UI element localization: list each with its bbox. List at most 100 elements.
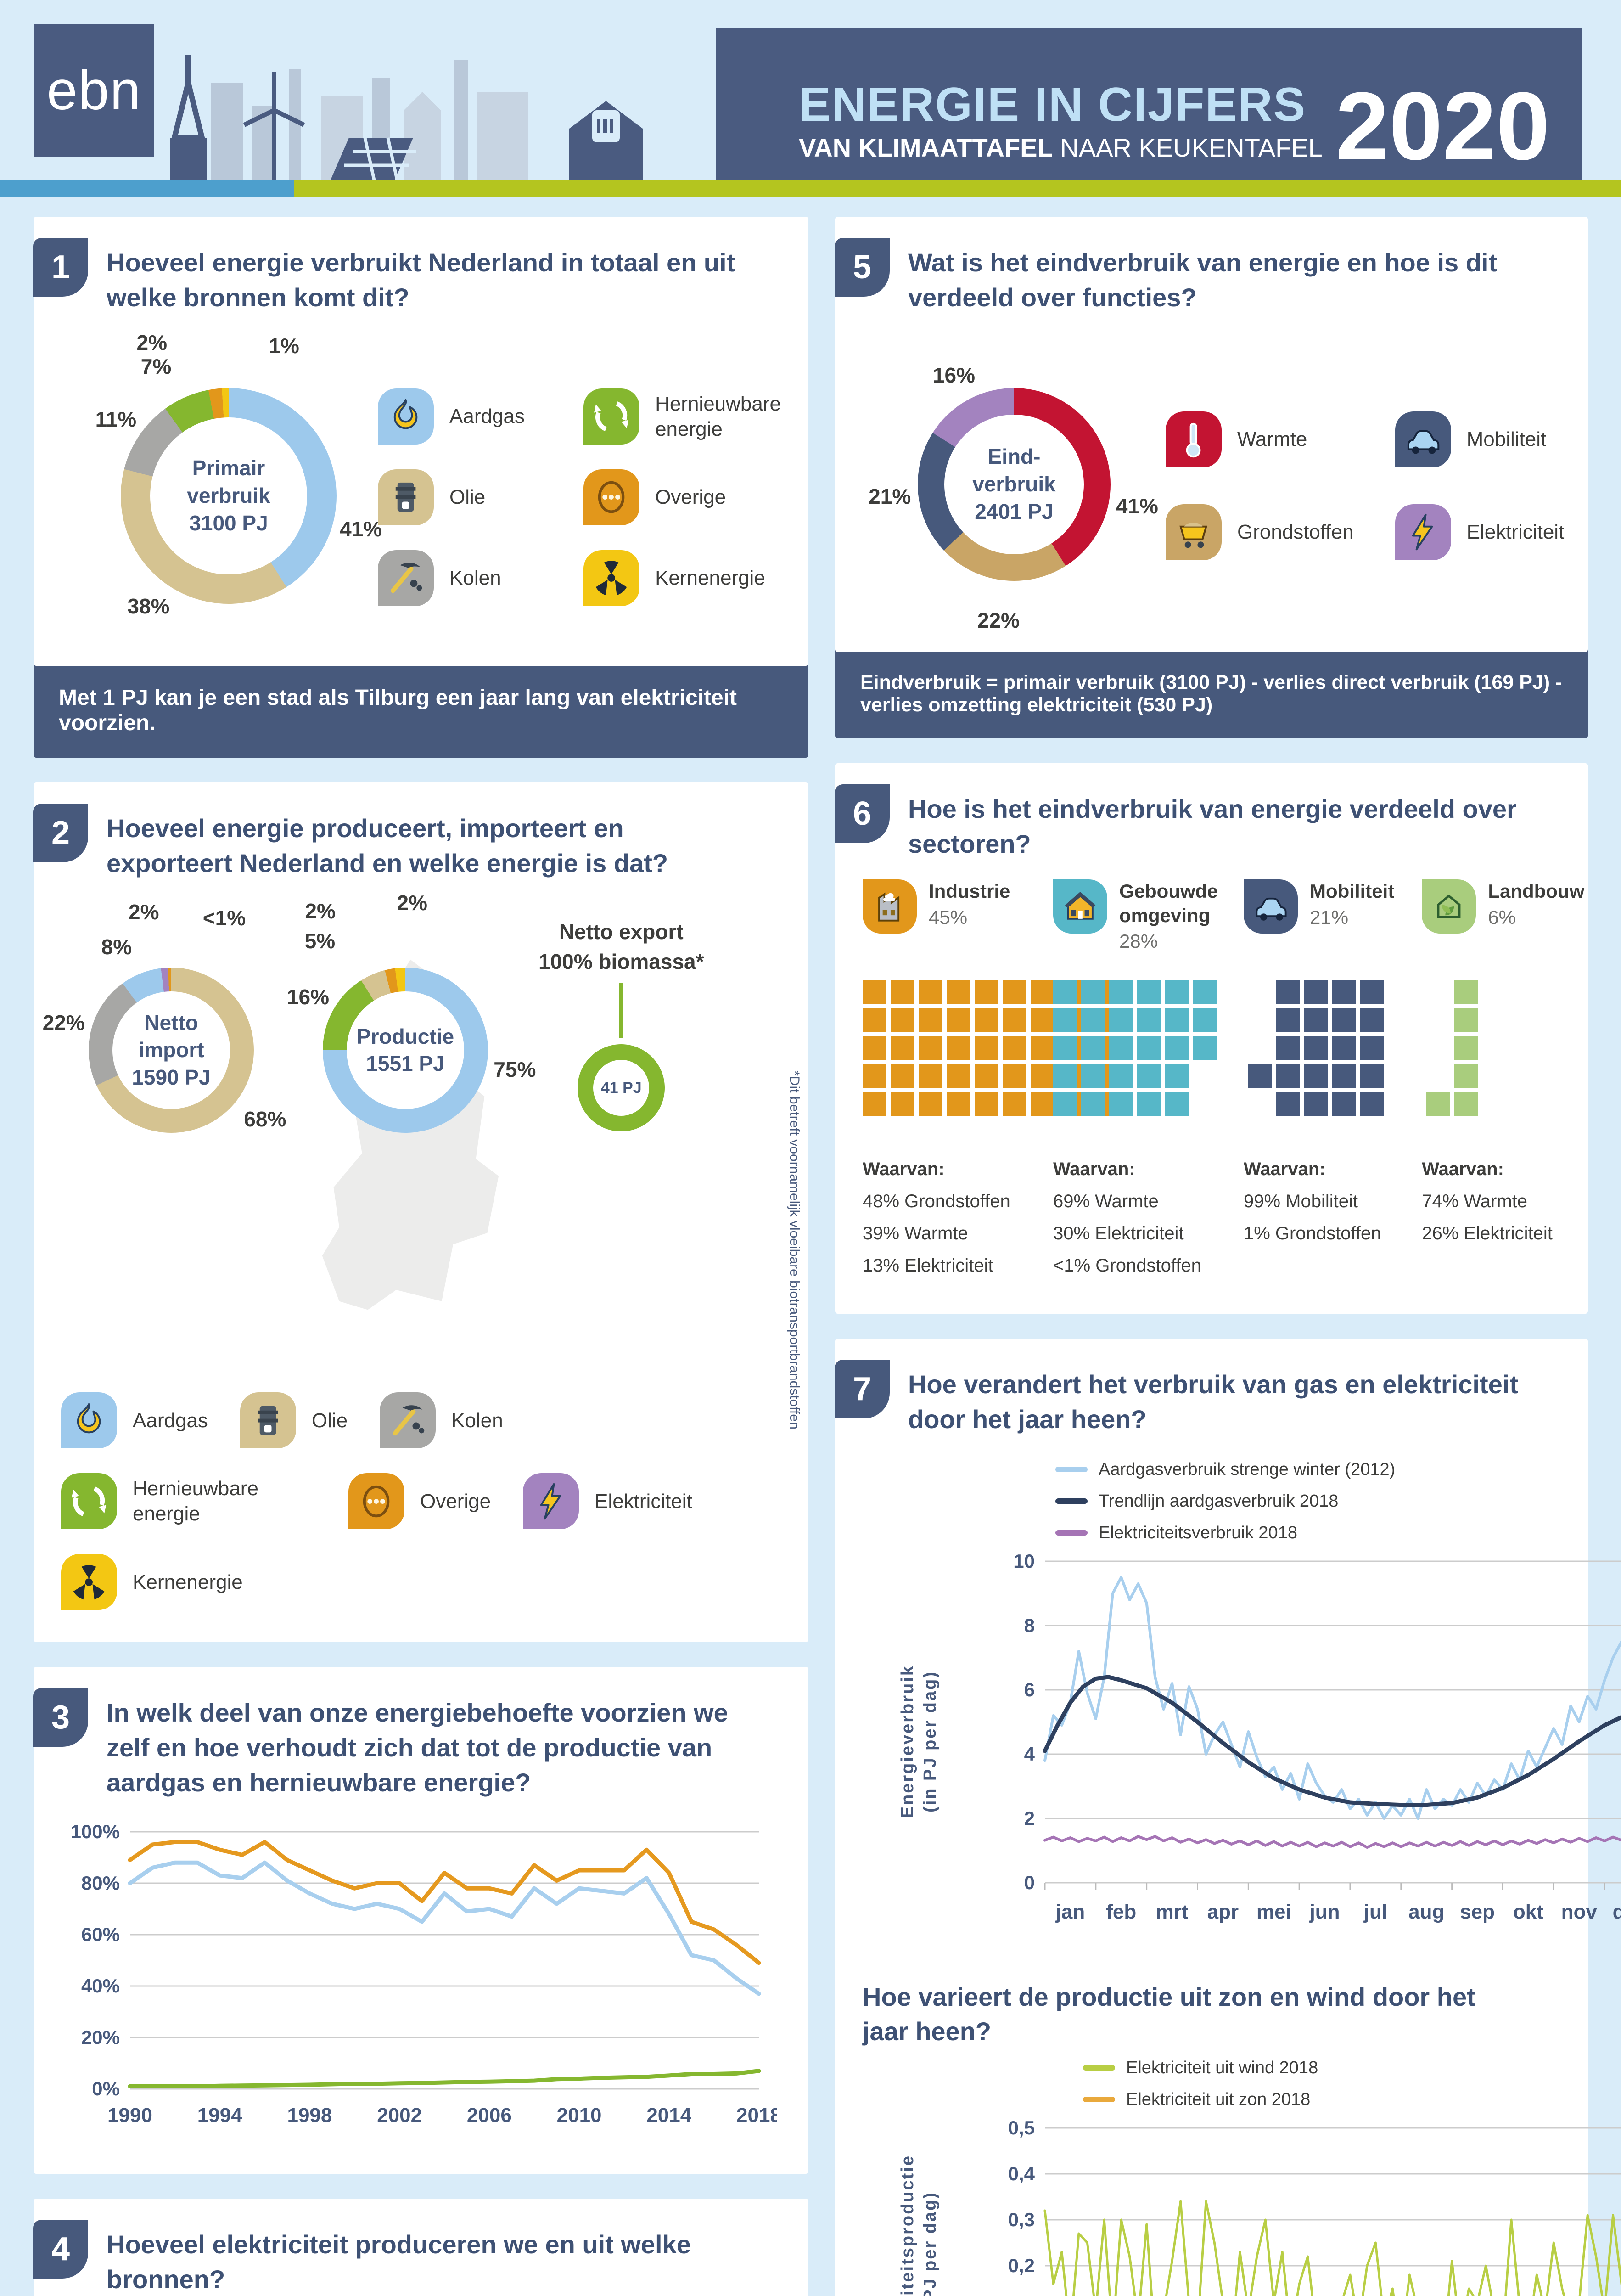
- waffle-square: [1165, 1008, 1189, 1033]
- waffle-square: [1003, 1036, 1026, 1061]
- house-icon: [569, 101, 643, 180]
- waffle-square: [1031, 1092, 1054, 1117]
- waffle-square: [863, 1092, 886, 1117]
- productie-donut: Productie 1551 PJ 75% 16% 5% 2% 2%: [287, 891, 536, 1135]
- zelfvoorziening-chart: 0% 20% 40% 60% 80% 100% 1990 1994 1998 2002 2006 20…: [61, 1818, 781, 2142]
- waffle-square: [975, 980, 998, 1005]
- sector-industrie: Industrie 45% Waarvan: 48% Grondstoffen 39% …: [863, 879, 1111, 1282]
- svg-text:60%: 60%: [81, 1924, 120, 1945]
- waffle-square: [1165, 980, 1189, 1005]
- svg-text:jun: jun: [1309, 1901, 1340, 1923]
- legend-item: Olie: [378, 469, 565, 525]
- svg-text:jan: jan: [1055, 1901, 1085, 1923]
- badge-7: 7: [835, 1360, 890, 1419]
- svg-text:1990: 1990: [107, 2104, 152, 2127]
- waarvan-item: 99% Mobiliteit: [1244, 1191, 1358, 1212]
- legend-item: Kernenergie: [61, 1554, 243, 1610]
- waffle-square: [947, 1064, 970, 1089]
- key-color-dash: [1083, 2065, 1115, 2071]
- svg-text:mrt: mrt: [1156, 1901, 1189, 1923]
- plug-icon: [583, 469, 640, 525]
- donut-slice-label-overige: 2%: [305, 899, 336, 923]
- legend-label: Kolen: [449, 567, 501, 590]
- donut-center-text: 2401 PJ: [975, 500, 1054, 524]
- waffle-square: [1137, 980, 1161, 1005]
- waffle-square: [1109, 1092, 1133, 1117]
- legend-label: Overige: [420, 1490, 491, 1513]
- panel-5: 5 Wat is het eindverbruik van energie en…: [835, 217, 1588, 653]
- recycle-icon: [61, 1473, 117, 1530]
- waffle-square: [1081, 1092, 1105, 1117]
- waffle-square: [1248, 1064, 1272, 1089]
- waffle-square: [863, 1064, 886, 1089]
- waffle-square: [1332, 1036, 1356, 1061]
- badge-4: 4: [33, 2220, 88, 2279]
- donut-slice-label-hernieuwbare-energie: 16%: [286, 985, 329, 1009]
- waarvan-item: 74% Warmte: [1422, 1191, 1527, 1212]
- jaarverloop-chart: 0 2 4 6 8 10 jan feb mrt apr mei jun jul aug sep okt nov…: [976, 1543, 1621, 1940]
- waffle-square: [891, 1064, 914, 1089]
- waffle-square: [1109, 1008, 1133, 1033]
- plug-icon: [348, 1473, 404, 1530]
- waffle-square: [1276, 1064, 1300, 1089]
- svg-text:1998: 1998: [287, 2104, 332, 2127]
- waffle-square: [1137, 1064, 1161, 1089]
- waffle-square: [1276, 1008, 1300, 1033]
- waffle-square: [1454, 1064, 1478, 1089]
- legend-item: Aardgas: [378, 388, 565, 445]
- donut-slice-label-hernieuwbare-energie: 7%: [140, 354, 172, 378]
- badge-6: 6: [835, 784, 890, 844]
- svg-text:0%: 0%: [92, 2078, 120, 2099]
- svg-text:10: 10: [1013, 1550, 1035, 1572]
- waffle-square: [919, 1036, 942, 1061]
- donut-slice-label-mobiliteit: 21%: [869, 484, 911, 508]
- sector-mobiliteit: Mobiliteit 21% Waarvan: 99% Mobiliteit 1% Gr…: [1244, 879, 1394, 1282]
- eindverbruik-donut: Eind-verbruik 2401 PJ 41% 22% 21% 16%: [869, 363, 1158, 632]
- svg-text:nov: nov: [1561, 1901, 1598, 1923]
- svg-text:8: 8: [1024, 1615, 1035, 1636]
- waffle-square: [1304, 1064, 1328, 1089]
- panel-6: 6 Hoe is het eindverbruik van energie ve…: [835, 763, 1588, 1314]
- legend-item: Elektriciteit: [1395, 504, 1564, 560]
- donut-slice-label-aardgas: 8%: [101, 935, 132, 959]
- radiation-icon: [583, 550, 640, 606]
- waffle-square: [1276, 980, 1300, 1005]
- waffle-square: [1304, 1008, 1328, 1033]
- panel-4-title: Hoeveel elektriciteit produceren we en u…: [107, 2230, 691, 2294]
- waffle-square: [1165, 1036, 1189, 1061]
- waffle-square: [1426, 1092, 1450, 1117]
- svg-text:2: 2: [1024, 1807, 1035, 1829]
- donut-slice-label-aardgas: 75%: [494, 1058, 536, 1082]
- legend-label: Aardgas: [133, 1409, 208, 1432]
- waffle-square: [1031, 1008, 1054, 1033]
- waffle-square: [1360, 1092, 1384, 1117]
- donut-center-text: verbruik: [187, 484, 270, 508]
- waffle-square: [947, 1008, 970, 1033]
- donut-center-text: 41 PJ: [600, 1079, 642, 1097]
- chart-key-item: Trendlijn aardgasverbruik 2018: [1055, 1491, 1338, 1511]
- donut-slice-label-warmte: 41%: [1116, 494, 1158, 518]
- waffle-square: [863, 1008, 886, 1033]
- waffle-square: [1081, 1064, 1105, 1089]
- waffle-square: [1332, 980, 1356, 1005]
- waffle-square: [1332, 1008, 1356, 1033]
- main-title: ENERGIE IN CIJFERS: [799, 78, 1307, 131]
- donut-center-text: 1590 PJ: [132, 1065, 211, 1090]
- waffle-square: [1360, 1008, 1384, 1033]
- panel-2: 2 Hoeveel energie produceert, importeert…: [33, 782, 808, 1643]
- donut-slice-label-kernenergie: 1%: [269, 334, 299, 358]
- panel-7-subtitle: Hoe varieert de productie uit zon en win…: [863, 1982, 1475, 2046]
- factory-icon: [863, 879, 917, 934]
- panel-7-ylabel1: Energieverbruik (in PJ per dag): [898, 1664, 940, 1818]
- waffle-square: [1003, 1008, 1026, 1033]
- wind-turbine-icon: [243, 72, 305, 180]
- waarvan-item: 69% Warmte: [1053, 1191, 1159, 1212]
- chart-key-item: Elektriciteit uit wind 2018: [1083, 2058, 1318, 2078]
- legend-label: Kolen: [451, 1409, 503, 1432]
- svg-text:0,5: 0,5: [1008, 2117, 1035, 2138]
- svg-text:dec: dec: [1613, 1901, 1621, 1923]
- waffle-square: [1137, 1008, 1161, 1033]
- waffle-square: [1137, 1092, 1161, 1117]
- panel-6-title: Hoe is het eindverbruik van energie verd…: [908, 794, 1517, 858]
